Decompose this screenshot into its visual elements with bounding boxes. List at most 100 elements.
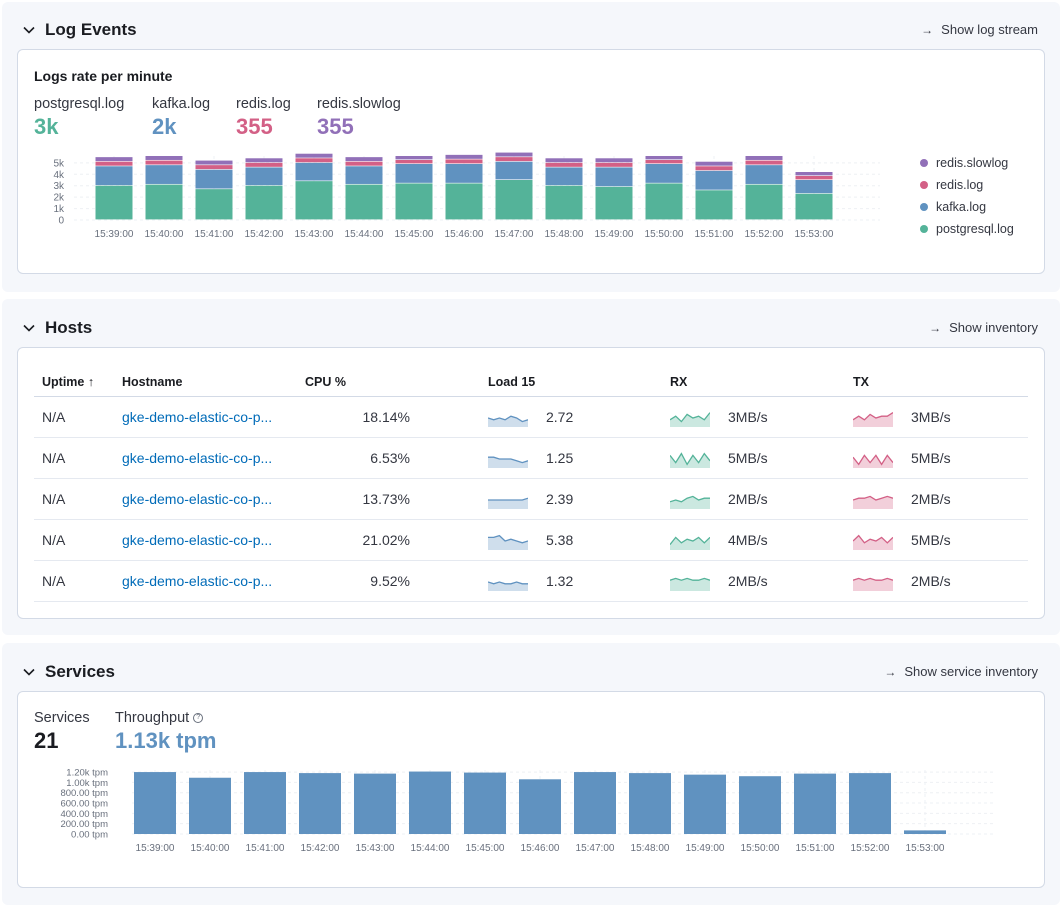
throughput-bar[interactable] (519, 779, 561, 834)
bar-segment-redis-slowlog[interactable] (195, 160, 233, 165)
bar-segment-kafka-log[interactable] (245, 167, 283, 186)
throughput-bar[interactable] (794, 773, 836, 834)
bar-segment-redis-slowlog[interactable] (395, 156, 433, 160)
legend-item-kafka-log[interactable]: kafka.log (920, 196, 1014, 218)
bar-segment-kafka-log[interactable] (345, 166, 383, 184)
show-inventory-label[interactable]: Show inventory (949, 320, 1038, 335)
bar-segment-redis-log[interactable] (445, 159, 483, 164)
chevron-down-icon[interactable] (22, 23, 36, 37)
bar-segment-redis-slowlog[interactable] (295, 153, 333, 158)
bar-segment-postgresql-log[interactable] (95, 185, 133, 220)
column-cpu[interactable]: CPU % (297, 368, 480, 397)
bar-segment-postgresql-log[interactable] (145, 184, 183, 220)
bar-segment-kafka-log[interactable] (595, 167, 633, 187)
bar-segment-postgresql-log[interactable] (245, 185, 283, 220)
services-header[interactable]: Services → Show service inventory (2, 643, 1060, 693)
bar-segment-redis-slowlog[interactable] (745, 156, 783, 160)
show-log-stream-label[interactable]: Show log stream (941, 22, 1038, 37)
bar-segment-kafka-log[interactable] (145, 165, 183, 184)
hostname-link[interactable]: gke-demo-elastic-co-p... (122, 449, 273, 466)
bar-segment-postgresql-log[interactable] (695, 190, 733, 220)
bar-segment-postgresql-log[interactable] (545, 185, 583, 220)
bar-segment-redis-slowlog[interactable] (445, 154, 483, 159)
bar-segment-redis-log[interactable] (545, 162, 583, 167)
throughput-bar[interactable] (189, 777, 231, 834)
hostname-link[interactable]: gke-demo-elastic-co-p... (122, 572, 273, 589)
throughput-bar[interactable] (299, 773, 341, 834)
bar-segment-redis-log[interactable] (695, 166, 733, 171)
legend-item-redis-slowlog[interactable]: redis.slowlog (920, 152, 1014, 174)
column-hostname[interactable]: Hostname (114, 368, 297, 397)
bar-segment-postgresql-log[interactable] (195, 189, 233, 220)
show-inventory-link[interactable]: → Show inventory (929, 320, 1038, 335)
bar-segment-postgresql-log[interactable] (595, 186, 633, 220)
bar-segment-kafka-log[interactable] (295, 162, 333, 181)
throughput-bar[interactable] (354, 773, 396, 834)
bar-segment-redis-slowlog[interactable] (245, 158, 283, 163)
bar-segment-postgresql-log[interactable] (295, 181, 333, 220)
throughput-bar[interactable] (464, 772, 506, 834)
bar-segment-redis-slowlog[interactable] (595, 158, 633, 163)
bar-segment-postgresql-log[interactable] (495, 180, 533, 220)
bar-segment-redis-slowlog[interactable] (345, 157, 383, 162)
bar-segment-redis-log[interactable] (595, 162, 633, 167)
bar-segment-postgresql-log[interactable] (445, 183, 483, 220)
bar-segment-redis-log[interactable] (95, 161, 133, 166)
chevron-down-icon[interactable] (22, 321, 36, 335)
throughput-bar[interactable] (849, 773, 891, 834)
bar-segment-redis-slowlog[interactable] (495, 152, 533, 157)
bar-segment-postgresql-log[interactable] (795, 193, 833, 220)
show-log-stream-link[interactable]: → Show log stream (921, 22, 1038, 37)
bar-segment-kafka-log[interactable] (395, 164, 433, 183)
bar-segment-kafka-log[interactable] (445, 164, 483, 183)
hosts-header[interactable]: Hosts → Show inventory (2, 299, 1060, 349)
show-service-inventory-link[interactable]: → Show service inventory (884, 664, 1038, 679)
throughput-bar[interactable] (904, 830, 946, 834)
table-row[interactable]: N/A gke-demo-elastic-co-p... 9.52% 1.32 2MB/… (34, 560, 1028, 602)
table-row[interactable]: N/A gke-demo-elastic-co-p... 18.14% 2.72 3MB… (34, 396, 1028, 438)
bar-segment-postgresql-log[interactable] (645, 183, 683, 220)
bar-segment-redis-slowlog[interactable] (95, 157, 133, 162)
bar-segment-redis-slowlog[interactable] (545, 158, 583, 163)
legend-item-redis-log[interactable]: redis.log (920, 174, 1014, 196)
bar-segment-kafka-log[interactable] (545, 167, 583, 186)
bar-segment-kafka-log[interactable] (195, 169, 233, 189)
hostname-link[interactable]: gke-demo-elastic-co-p... (122, 408, 273, 425)
bar-segment-kafka-log[interactable] (645, 164, 683, 183)
column-uptime[interactable]: Uptime ↑ (34, 368, 114, 397)
table-row[interactable]: N/A gke-demo-elastic-co-p... 21.02% 5.38 4MB… (34, 519, 1028, 561)
column-rx[interactable]: RX (662, 368, 845, 397)
bar-segment-redis-log[interactable] (245, 162, 283, 167)
bar-segment-postgresql-log[interactable] (745, 184, 783, 220)
bar-segment-redis-slowlog[interactable] (695, 161, 733, 166)
throughput-bar[interactable] (739, 776, 781, 834)
bar-segment-kafka-log[interactable] (795, 180, 833, 194)
throughput-bar[interactable] (409, 771, 451, 834)
bar-segment-kafka-log[interactable] (495, 161, 533, 180)
chevron-down-icon[interactable] (22, 665, 36, 679)
column-tx[interactable]: TX (845, 368, 1028, 397)
throughput-bar[interactable] (684, 774, 726, 834)
bar-segment-kafka-log[interactable] (95, 166, 133, 186)
bar-segment-redis-log[interactable] (345, 161, 383, 166)
bar-segment-kafka-log[interactable] (745, 165, 783, 184)
bar-segment-redis-slowlog[interactable] (795, 172, 833, 176)
bar-segment-redis-log[interactable] (645, 160, 683, 164)
bar-segment-postgresql-log[interactable] (345, 184, 383, 220)
throughput-bar[interactable] (244, 772, 286, 834)
throughput-bar[interactable] (134, 772, 176, 834)
bar-segment-postgresql-log[interactable] (395, 183, 433, 220)
bar-segment-redis-slowlog[interactable] (145, 156, 183, 160)
bar-segment-redis-log[interactable] (495, 157, 533, 162)
info-icon[interactable]: ? (193, 713, 204, 724)
bar-segment-redis-slowlog[interactable] (645, 156, 683, 160)
throughput-bar[interactable] (629, 773, 671, 834)
table-row[interactable]: N/A gke-demo-elastic-co-p... 6.53% 1.25 5MB/… (34, 437, 1028, 479)
throughput-bar[interactable] (574, 772, 616, 834)
bar-segment-redis-log[interactable] (145, 160, 183, 165)
table-row[interactable]: N/A gke-demo-elastic-co-p... 13.73% 2.39 2MB… (34, 478, 1028, 520)
bar-segment-redis-log[interactable] (795, 176, 833, 180)
bar-segment-redis-log[interactable] (295, 158, 333, 163)
